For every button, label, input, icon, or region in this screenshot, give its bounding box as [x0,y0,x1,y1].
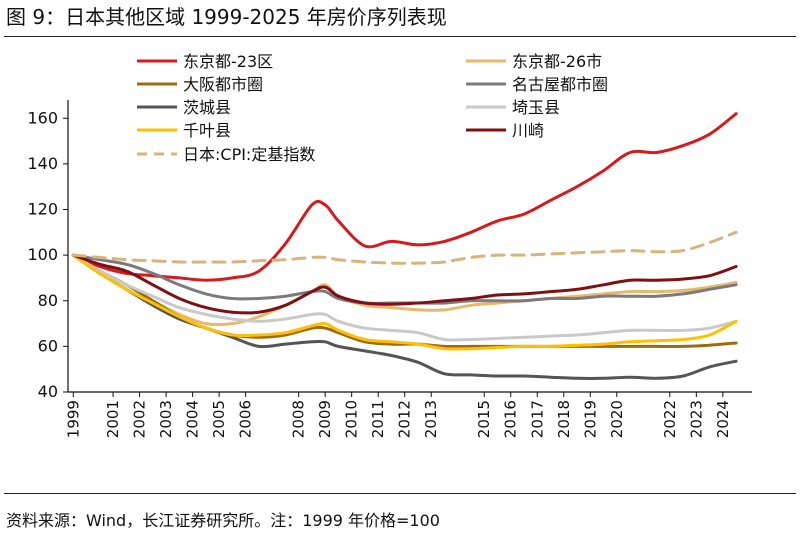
y-tick-label: 60 [38,336,58,355]
x-tick-label: 2017 [528,400,546,438]
series-line-0 [71,112,738,282]
x-tick-label: 2022 [661,400,679,438]
x-tick-label: 2019 [581,400,599,438]
x-tick-label: 2024 [714,400,732,438]
series-line-6 [71,253,738,351]
source-note: 资料来源：Wind，长江证券研究所。注：1999 年价格=100 [6,511,440,530]
legend-label-7: 川崎 [512,121,544,140]
x-tick-label: 2015 [475,400,493,438]
x-tick-label: 2011 [369,400,387,438]
series-line-5 [71,253,738,342]
x-tick-label: 2003 [157,400,175,438]
y-tick-label: 120 [27,200,58,219]
x-tick-label: 2001 [104,400,122,438]
x-tick-label: 2012 [396,400,414,438]
x-tick-label: 2002 [131,400,149,438]
chart-lines [71,112,738,380]
y-tick-label: 40 [38,382,58,401]
series-line-7 [71,253,738,315]
x-tick-label: 2005 [210,400,228,438]
source-divider [4,493,796,494]
legend-label-0: 东京都-23区 [183,52,273,71]
series-line-1 [71,253,738,327]
y-tick-label: 140 [27,154,58,173]
x-tick-label: 2006 [237,400,255,438]
series-line-2 [71,253,738,349]
x-tick-label: 2023 [687,400,705,438]
legend-label-5: 埼玉县 [512,98,560,117]
x-tick-label: 2020 [608,400,626,438]
x-tick-label: 2013 [422,400,440,438]
figure-title: 图 9：日本其他区域 1999-2025 年房价序列表现 [6,5,447,29]
legend-label-3: 名古屋都市圈 [512,75,608,94]
x-tick-label: 2010 [343,400,361,438]
legend-label-4: 茨城县 [183,98,231,117]
x-tick-label: 2016 [502,400,520,438]
x-tick-label: 1999 [64,400,82,438]
series-line-4 [71,253,738,380]
x-tick-label: 2018 [555,400,573,438]
chart-axes: 40 60 80 100 120 140 160 1999 2001 2002 2003 2004 20… [27,100,752,438]
x-tick-label: 2009 [316,400,334,438]
legend-label-8: 日本:CPI:定基指数 [183,145,315,164]
legend-label-1: 东京都-26市 [512,52,602,71]
x-tick-label: 2004 [184,400,202,438]
title-divider [4,36,796,37]
y-tick-label: 160 [27,108,58,127]
series-line-8 [71,230,738,265]
y-tick-label: 80 [38,291,58,310]
x-tick-label: 2008 [290,400,308,438]
y-tick-label: 100 [27,245,58,264]
legend-label-6: 千叶县 [183,121,231,140]
legend-label-2: 大阪都市圈 [183,75,263,94]
line-chart: 40 60 80 100 120 140 160 1999 2001 2002 2003 2004 20… [27,52,752,438]
